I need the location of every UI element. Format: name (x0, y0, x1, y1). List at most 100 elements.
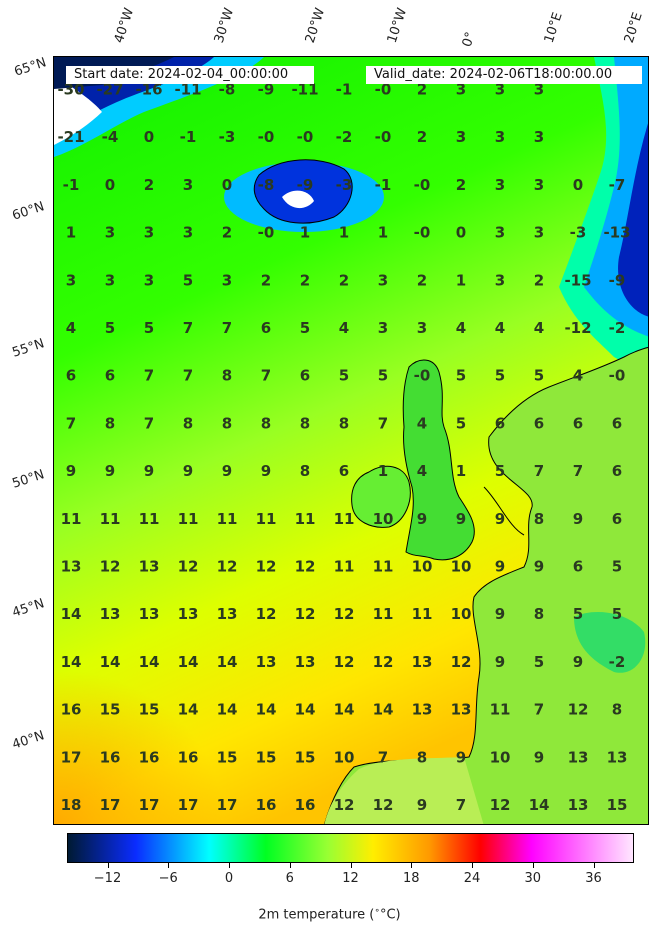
grid-value: 4 (573, 367, 583, 385)
grid-value: 12 (490, 796, 511, 814)
grid-value: 11 (490, 701, 511, 719)
colorbar-tick-label: −6 (158, 871, 178, 886)
grid-value: 4 (339, 319, 349, 337)
grid-value: -4 (102, 128, 119, 146)
grid-value: 9 (66, 462, 76, 480)
grid-value: 5 (339, 367, 349, 385)
grid-value: 15 (295, 748, 316, 766)
grid-value: 14 (295, 701, 316, 719)
grid-value: 3 (456, 128, 466, 146)
grid-value: -21 (57, 128, 84, 146)
grid-value: 3 (144, 224, 154, 242)
grid-value: -9 (609, 271, 626, 289)
grid-value: 9 (144, 462, 154, 480)
grid-value: -1 (180, 128, 197, 146)
grid-value: 4 (417, 462, 427, 480)
grid-value: 3 (456, 81, 466, 99)
grid-value: 7 (66, 414, 76, 432)
grid-value: 5 (378, 367, 388, 385)
grid-value: 14 (139, 653, 160, 671)
grid-value: 8 (222, 414, 232, 432)
grid-value: 3 (495, 176, 505, 194)
colorbar-tick-label: 36 (585, 871, 602, 886)
grid-value: 18 (61, 796, 82, 814)
grid-value: 7 (222, 319, 232, 337)
grid-value: 6 (495, 414, 505, 432)
grid-value: 7 (183, 367, 193, 385)
grid-value: -9 (258, 81, 275, 99)
grid-value: -8 (219, 81, 236, 99)
grid-value: -8 (258, 176, 275, 194)
grid-value: 15 (607, 796, 628, 814)
grid-value: -0 (375, 81, 392, 99)
grid-value: 8 (300, 414, 310, 432)
lat-label-40n: 40°N (10, 728, 47, 753)
grid-value: 8 (339, 414, 349, 432)
grid-value: 5 (612, 558, 622, 576)
grid-value: 9 (573, 510, 583, 528)
grid-value: -13 (603, 224, 630, 242)
grid-value: 6 (573, 414, 583, 432)
grid-value: 17 (178, 796, 199, 814)
grid-value: -11 (174, 81, 201, 99)
grid-value: 6 (573, 558, 583, 576)
grid-value: -2 (609, 319, 626, 337)
grid-value: 0 (456, 224, 466, 242)
lon-label-0: 0° (459, 30, 479, 49)
grid-value: 13 (256, 653, 277, 671)
colorbar-tick (532, 863, 534, 868)
grid-value: 1 (378, 462, 388, 480)
grid-value: 4 (417, 414, 427, 432)
grid-value: 10 (451, 605, 472, 623)
grid-value: -0 (258, 224, 275, 242)
grid-value: 8 (417, 748, 427, 766)
grid-value: -0 (414, 176, 431, 194)
temperature-colorbar (67, 833, 634, 863)
grid-value: 8 (183, 414, 193, 432)
grid-value: 7 (183, 319, 193, 337)
colorbar-title: 2m temperature (∘°C) (258, 906, 401, 923)
grid-value: 6 (339, 462, 349, 480)
lon-label-20w: 20°W (302, 6, 329, 45)
grid-value: 6 (66, 367, 76, 385)
grid-value: 7 (144, 414, 154, 432)
grid-value: 7 (144, 367, 154, 385)
grid-value: 3 (534, 128, 544, 146)
grid-value: 9 (495, 605, 505, 623)
grid-value: 5 (495, 462, 505, 480)
grid-value: 3 (105, 271, 115, 289)
temperature-map[interactable]: -30 -27 -16 -11 -8 -9 -11 -1 -0 2 3 3 3 -21 -4 0 -1 -3 -0-… (53, 56, 649, 825)
colorbar-tick (168, 863, 170, 868)
lon-label-40w: 40°W (111, 6, 138, 45)
grid-value: 14 (334, 701, 355, 719)
grid-value: 12 (373, 653, 394, 671)
grid-value: 14 (61, 653, 82, 671)
grid-value: 3 (222, 271, 232, 289)
grid-value: 3 (495, 224, 505, 242)
grid-value: 13 (568, 748, 589, 766)
grid-value: 3 (183, 176, 193, 194)
grid-value: 1 (66, 224, 76, 242)
grid-value: 7 (378, 414, 388, 432)
grid-value: 6 (105, 367, 115, 385)
grid-value: 13 (412, 701, 433, 719)
grid-value: 5 (612, 605, 622, 623)
grid-value: -1 (336, 81, 353, 99)
grid-value: 16 (295, 796, 316, 814)
grid-value: 3 (378, 271, 388, 289)
grid-value: 12 (256, 605, 277, 623)
grid-value: 9 (456, 748, 466, 766)
grid-value: 6 (300, 367, 310, 385)
grid-value: -0 (375, 128, 392, 146)
grid-value: 12 (334, 653, 355, 671)
grid-value: 1 (300, 224, 310, 242)
grid-value: -1 (375, 176, 392, 194)
grid-value: 11 (139, 510, 160, 528)
colorbar-tick-label: 6 (285, 871, 294, 886)
grid-value: 7 (261, 367, 271, 385)
grid-value: -2 (336, 128, 353, 146)
grid-value: 9 (495, 653, 505, 671)
grid-value: 7 (378, 748, 388, 766)
grid-value: 11 (412, 605, 433, 623)
colorbar-tick (289, 863, 291, 868)
